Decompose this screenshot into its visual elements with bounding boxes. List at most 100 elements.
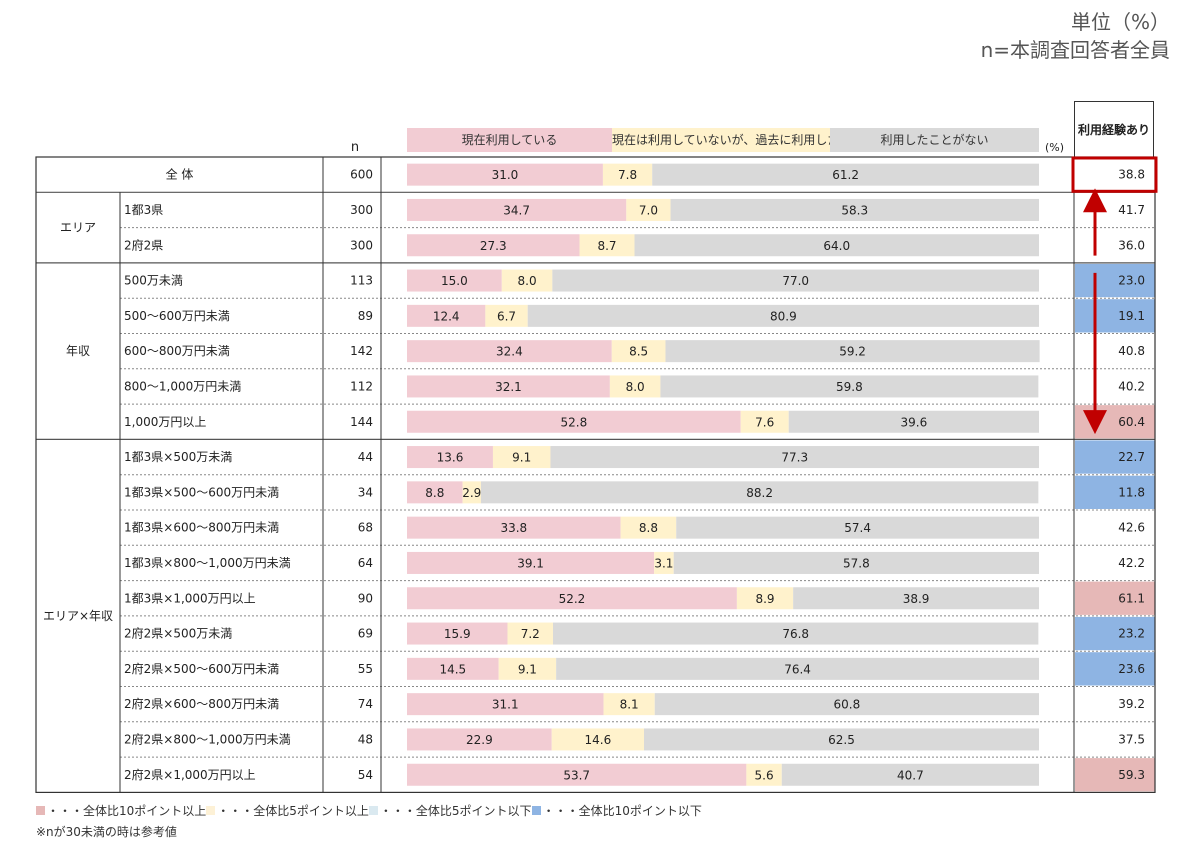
bar-segment [602, 163, 653, 186]
base-label: n=本調査回答者全員 [980, 38, 1170, 62]
experience-highlight-cell [1075, 616, 1155, 651]
row-n-value: 142 [350, 344, 373, 358]
bar-value-label: 8.8 [425, 486, 444, 500]
bar-value-label: 77.0 [782, 274, 809, 288]
row-label: 500～600万円未満 [124, 309, 230, 323]
bar-segment [407, 693, 604, 716]
row-label: 2府2県×1,000万円以上 [124, 767, 256, 782]
experience-value: 19.1 [1118, 309, 1145, 323]
bar-segment [552, 269, 1039, 292]
bar-segment [551, 728, 644, 751]
group-label: 年収 [66, 344, 90, 358]
row-label: 1都3県×500～600万円未満 [124, 485, 279, 499]
bar-value-label: 52.8 [560, 415, 587, 429]
bar-segment [527, 304, 1039, 327]
experience-value: 37.5 [1118, 732, 1145, 746]
bar-segment [736, 587, 794, 610]
bar-segment [793, 587, 1039, 610]
bar-segment [407, 622, 508, 645]
experience-highlight-cell [1075, 581, 1155, 615]
experience-value: 59.3 [1118, 768, 1145, 782]
bar-value-label: 53.7 [563, 768, 590, 782]
highlight-legend-item: ・・・全体比10ポイント以上 [36, 804, 206, 818]
bar-value-label: 33.8 [500, 521, 527, 535]
bar-segment [740, 410, 789, 433]
row-label: 2府2県 [124, 237, 163, 252]
bar-segment [611, 340, 666, 363]
bar-segment [676, 516, 1039, 539]
experience-value: 40.2 [1118, 379, 1145, 393]
highlight-legend-item: ・・・全体比5ポイント以上 [206, 804, 369, 818]
highlight-legend-label: ・・・全体比5ポイント以下 [379, 804, 532, 818]
bar-segment [654, 551, 674, 574]
legend-swatch-icon [206, 806, 216, 815]
bar-value-label: 40.7 [897, 768, 924, 782]
bar-value-label: 39.1 [517, 556, 544, 570]
bar-value-label: 8.0 [626, 380, 645, 394]
bar-value-label: 59.8 [836, 380, 863, 394]
bar-value-label: 77.3 [781, 451, 808, 465]
bar-value-label: 8.7 [597, 239, 616, 253]
bar-value-label: 3.1 [654, 556, 673, 570]
bar-value-label: 6.7 [497, 309, 516, 323]
row-n-value: 600 [350, 168, 373, 182]
row-label: 2府2県×600～800万円未満 [124, 696, 279, 711]
bar-segment [485, 304, 528, 327]
experience-value: 36.0 [1118, 238, 1145, 252]
bar-segment [407, 516, 621, 539]
bar-segment [407, 340, 612, 363]
bar-segment [788, 410, 1039, 433]
total-highlight-box [1071, 156, 1158, 193]
bar-segment [501, 269, 553, 292]
bar-segment [507, 622, 553, 645]
row-label: 1,000万円以上 [124, 415, 206, 429]
row-n-value: 300 [350, 238, 373, 252]
bar-value-label: 7.6 [755, 415, 774, 429]
row-n-value: 89 [358, 309, 373, 323]
row-label: 600～800万円未満 [124, 344, 230, 358]
bar-segment [746, 763, 782, 786]
bar-value-label: 15.0 [441, 274, 468, 288]
experience-value: 60.4 [1118, 415, 1145, 429]
bar-value-label: 5.6 [755, 768, 774, 782]
bar-value-label: 7.0 [639, 203, 658, 217]
highlight-legend-item: ・・・全体比5ポイント以下 [368, 804, 532, 818]
bar-segment [660, 375, 1039, 398]
bar-segment [492, 446, 551, 469]
row-n-value: 34 [358, 485, 373, 499]
bar-segment [480, 481, 1039, 504]
bar-segment [665, 340, 1040, 363]
bar-value-label: 12.4 [433, 309, 460, 323]
highlight-legend-label: ・・・全体比5ポイント以上 [217, 804, 369, 818]
row-label: 2府2県×500万未満 [124, 626, 232, 641]
experience-value: 39.2 [1118, 697, 1145, 711]
bar-segment [407, 587, 737, 610]
row-label: 1都3県×800～1,000万円未満 [124, 556, 291, 570]
bar-segment [609, 375, 661, 398]
bar-value-label: 14.6 [585, 733, 612, 747]
legend-swatch-icon [531, 806, 541, 815]
row-label: 2府2県×800～1,000万円未満 [124, 731, 291, 746]
bar-value-label: 58.3 [841, 203, 868, 217]
row-label: 1都3県 [124, 203, 163, 217]
row-n-value: 300 [350, 203, 373, 217]
bar-value-label: 8.8 [639, 521, 658, 535]
bar-segment [603, 693, 655, 716]
bar-segment [670, 198, 1039, 221]
n-column-header: n [350, 140, 360, 155]
bar-segment [407, 728, 552, 751]
bar-segment [407, 269, 502, 292]
bar-segment [550, 446, 1039, 469]
unit-note: 単位（%） n=本調査回答者全員 [981, 8, 1170, 64]
highlight-legend-label: ・・・全体比10ポイント以下 [542, 804, 702, 818]
highlight-legend-item: ・・・全体比10ポイント以下 [531, 804, 702, 818]
bar-value-label: 22.9 [466, 733, 493, 747]
bar-segment [652, 163, 1039, 186]
bar-segment [552, 622, 1039, 645]
experience-highlight-cell [1075, 652, 1155, 686]
bar-segment [407, 304, 486, 327]
bar-segment [620, 516, 677, 539]
bar-segment [498, 657, 557, 680]
row-n-value: 64 [358, 556, 373, 570]
experience-value: 22.7 [1118, 450, 1145, 464]
